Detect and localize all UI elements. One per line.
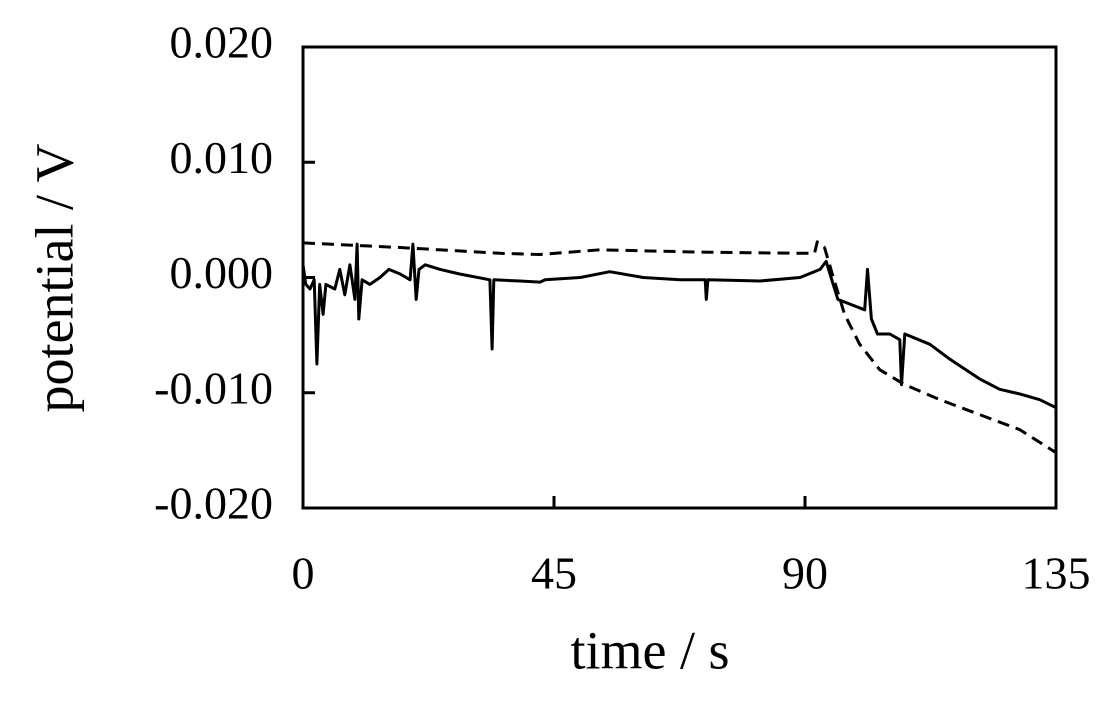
y-tick-label: 0.020 [170, 17, 274, 68]
x-axis-label: time / s [571, 620, 730, 680]
x-tick-label: 45 [531, 548, 577, 599]
data-line [302, 240, 1057, 454]
y-axis-label: potential / V [24, 144, 84, 413]
x-tick-label: 135 [1022, 548, 1091, 599]
y-tick-label: -0.010 [154, 362, 273, 413]
y-tick-label: 0.010 [170, 132, 274, 183]
x-tick-label: 0 [292, 548, 315, 599]
x-tick-label: 90 [782, 548, 828, 599]
y-tick-label: -0.020 [154, 478, 273, 529]
y-tick-label: 0.000 [170, 247, 274, 298]
data-line [301, 242, 1057, 410]
